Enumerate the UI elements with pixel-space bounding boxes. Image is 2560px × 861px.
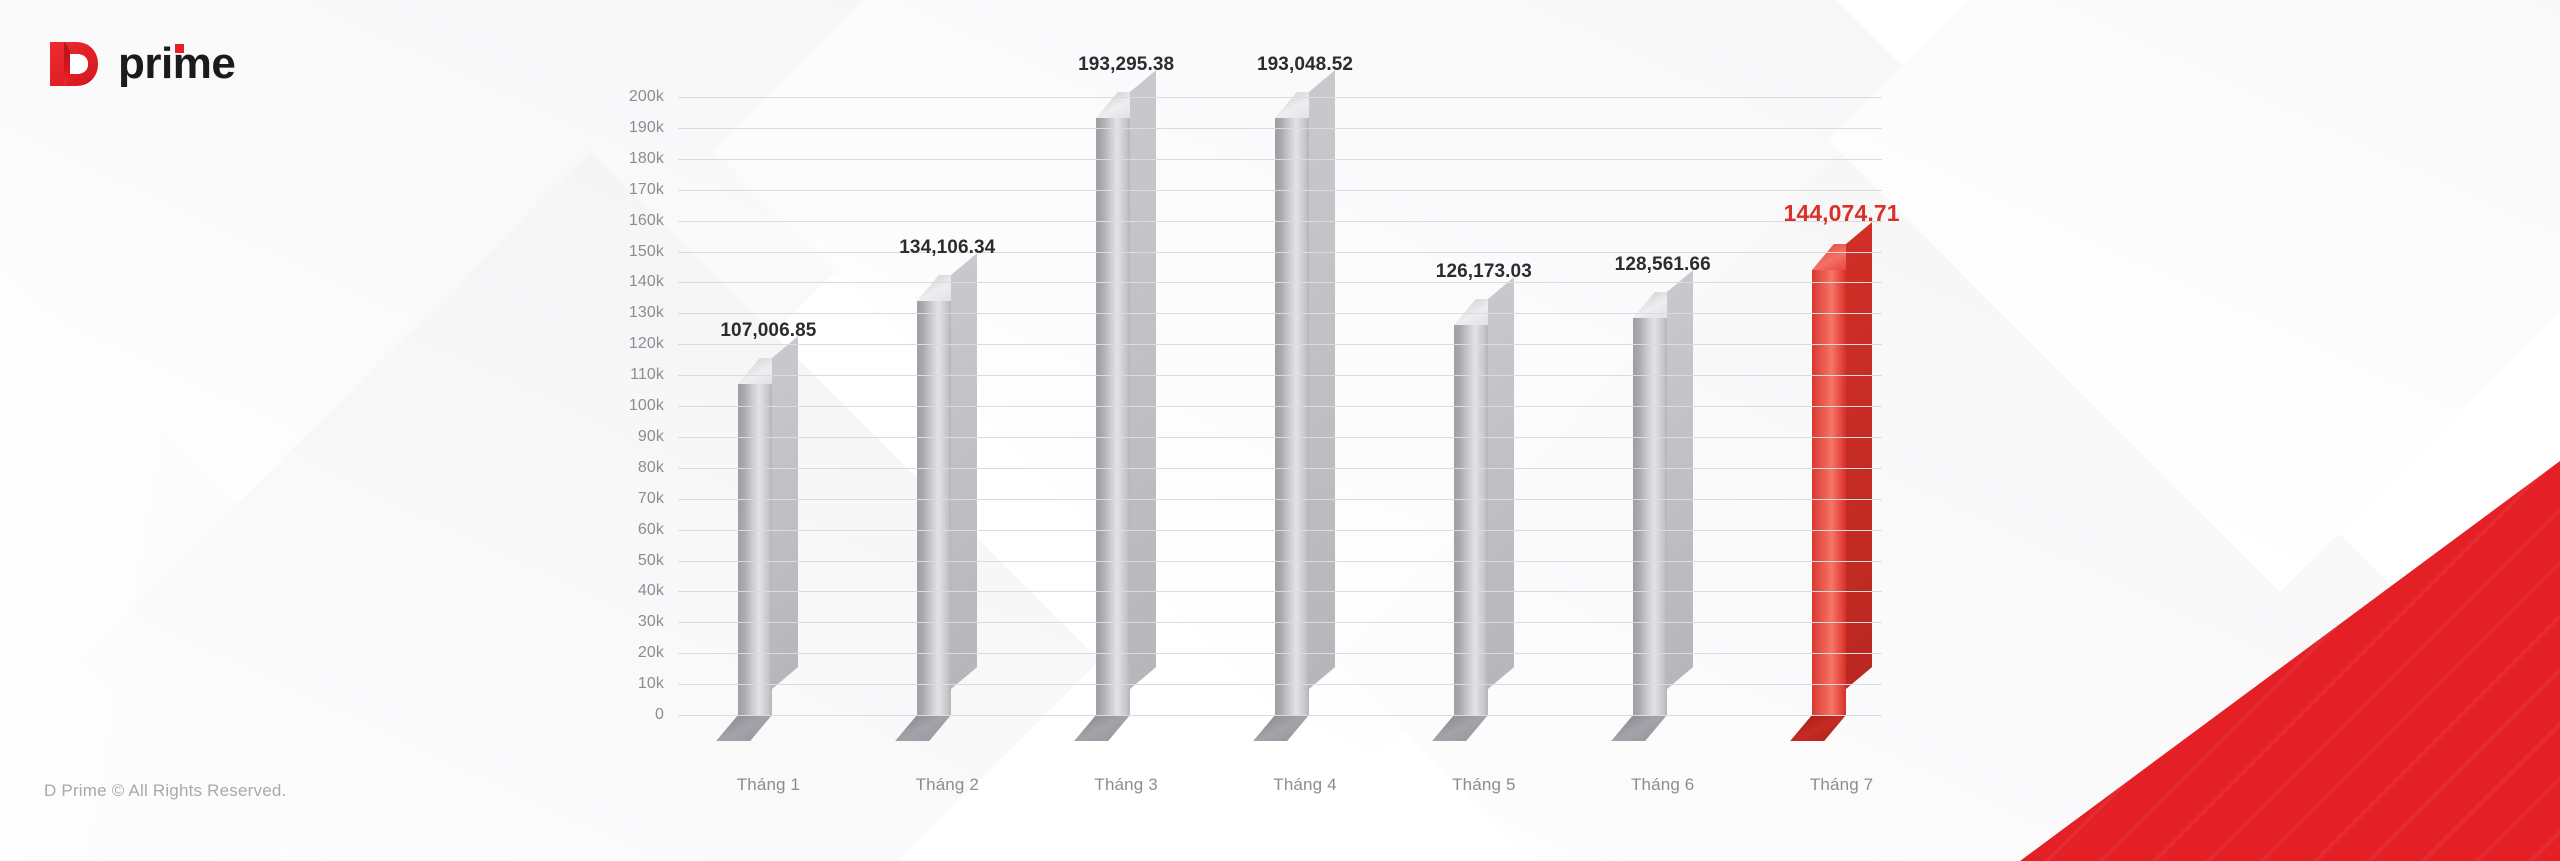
bar-value-label: 193,048.52	[1256, 54, 1354, 76]
chart-bar[interactable]	[1610, 269, 1693, 741]
gridline	[678, 467, 1882, 469]
x-axis-category-label: Tháng 5	[1452, 775, 1516, 794]
y-axis-tick-label: 120k	[628, 335, 664, 353]
x-axis-category-label: Tháng 7	[1809, 775, 1874, 794]
y-axis-tick-label: 190k	[628, 118, 664, 136]
bar-value-label: 107,006.85	[720, 320, 817, 342]
chart-bar[interactable]	[895, 252, 978, 741]
y-axis-tick-label: 110k	[630, 366, 664, 384]
bar-value-label: 128,561.66	[1614, 253, 1711, 275]
bar-front-face	[1811, 269, 1846, 715]
gridline	[678, 282, 1882, 284]
x-axis-category-label: Tháng 2	[915, 775, 979, 794]
bar-bottom-face	[1789, 715, 1846, 741]
y-axis-tick-label: 90k	[637, 427, 664, 445]
gridline	[678, 560, 1882, 562]
gridline	[678, 127, 1882, 129]
brand-logo: prime	[42, 32, 236, 96]
x-axis-category-label: Tháng 1	[736, 775, 801, 794]
chart-bar[interactable]	[1074, 69, 1157, 741]
gridline	[678, 436, 1882, 438]
gridline	[678, 313, 1882, 315]
plot-area: 107,006.85 Tháng 1 134,106.34 Tháng 2 193,29…	[678, 40, 1930, 830]
gridline	[678, 622, 1882, 624]
gridline	[678, 220, 1882, 222]
bar-chart: 200k 190k 180k 170k 160k 150k 140k 130k 120k 110k…	[600, 40, 1930, 830]
y-axis-tick-label: 50k	[637, 551, 664, 569]
x-axis-category-label: Tháng 4	[1273, 775, 1337, 794]
chart-bar[interactable]	[716, 336, 799, 741]
gridline	[678, 406, 1882, 407]
gridline	[678, 251, 1882, 253]
bar-bottom-face	[1610, 715, 1667, 741]
y-axis-tick-label: 60k	[637, 520, 664, 538]
logo-wordmark: prime	[118, 42, 236, 86]
bar-front-face	[1275, 118, 1309, 715]
d-prime-logo-icon	[50, 42, 98, 86]
logo-i-dot	[175, 44, 184, 53]
gridline	[678, 158, 1882, 160]
bar-value-label: 193,295.38	[1078, 53, 1175, 75]
bar-side-face	[1487, 277, 1514, 689]
gridline	[678, 653, 1882, 655]
bar-bottom-face	[895, 715, 952, 741]
gridline	[678, 715, 1882, 716]
bar-value-label: 134,106.34	[899, 236, 996, 258]
bar-front-face	[1096, 117, 1131, 715]
y-axis-tick-label: 150k	[628, 242, 664, 260]
bar-side-face	[1666, 269, 1693, 689]
y-axis-tick-label: 180k	[628, 149, 664, 167]
x-axis-category-label: Tháng 3	[1094, 775, 1158, 794]
chart-bar[interactable]	[1253, 70, 1335, 741]
y-axis-tick-label: 200k	[628, 88, 664, 105]
x-axis-category-label: Tháng 6	[1630, 775, 1695, 794]
y-axis-tick-label: 100k	[628, 397, 664, 414]
y-axis-tick-label: 160k	[628, 211, 664, 229]
y-axis-tick-label: 170k	[628, 180, 664, 198]
bar-value-label: 126,173.03	[1435, 261, 1532, 283]
y-axis-tick-label: 20k	[637, 644, 664, 662]
bar-side-face	[951, 252, 978, 689]
bar-side-face	[1130, 69, 1157, 689]
bar-bottom-face	[1253, 715, 1309, 741]
chart-bar[interactable]	[1789, 221, 1872, 741]
bars-layer	[678, 40, 1930, 830]
gridline	[678, 498, 1882, 500]
chart-bar[interactable]	[1432, 277, 1514, 741]
bar-front-face	[738, 384, 773, 715]
bar-side-face	[1309, 70, 1335, 689]
gridline	[678, 529, 1882, 531]
bar-front-face	[1453, 325, 1488, 715]
gridline	[678, 344, 1882, 346]
y-axis-tick-label: 30k	[637, 613, 664, 631]
gridline	[678, 684, 1882, 686]
gridline	[678, 591, 1882, 593]
gridline	[678, 189, 1882, 191]
y-axis-tick-label: 80k	[637, 458, 664, 476]
bar-bottom-face	[1432, 715, 1488, 741]
bar-value-label: 144,074.71	[1783, 199, 1900, 226]
bar-front-face	[1632, 317, 1667, 715]
y-axis-tick-label: 10k	[637, 675, 664, 693]
y-axis-tick-label: 130k	[628, 304, 664, 322]
bar-front-face	[917, 300, 952, 715]
bar-bottom-face	[716, 715, 773, 741]
y-axis-tick-label: 70k	[637, 489, 664, 507]
y-axis-tick-label: 140k	[628, 273, 664, 291]
y-axis: 200k 190k 180k 170k 160k 150k 140k 130k 120k 110k…	[600, 40, 664, 830]
bar-side-face	[772, 336, 799, 689]
gridline	[678, 97, 1882, 98]
gridline	[678, 375, 1882, 377]
y-axis-tick-label: 40k	[637, 582, 664, 600]
bar-side-face	[1845, 221, 1872, 689]
footer-copyright: D Prime © All Rights Reserved.	[44, 781, 287, 800]
bar-bottom-face	[1074, 715, 1131, 741]
y-axis-tick-label: 0	[655, 706, 664, 723]
